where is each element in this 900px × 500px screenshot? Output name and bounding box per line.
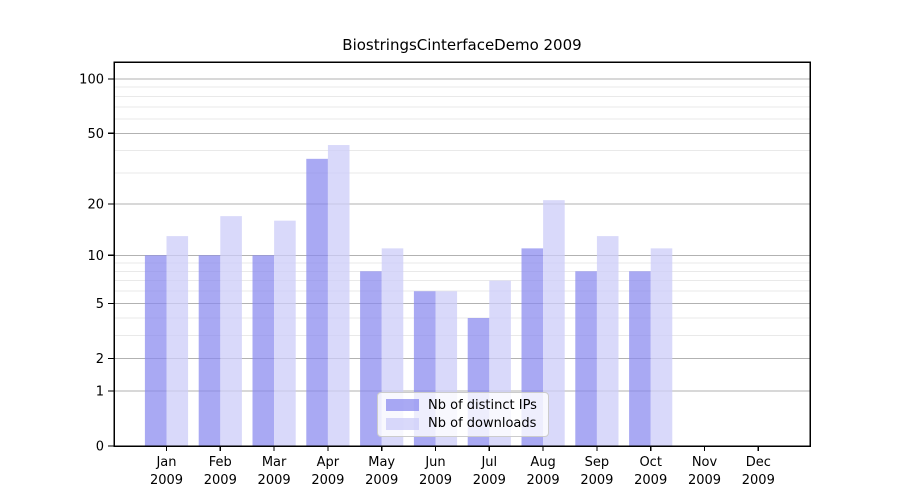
bar-distinct-ips-sep [575,271,597,446]
legend-swatch-downloads [386,417,419,430]
bar-distinct-ips-mar [252,255,275,446]
xtick-label-3: Apr 2009 [311,455,344,488]
bar-downloads-aug [543,200,565,446]
bar-downloads-apr [327,145,350,446]
ytick-label-10: 10 [87,249,104,264]
legend: Nb of distinct IPs Nb of downloads [377,392,549,437]
chart-title: BiostringsCinterfaceDemo 2009 [342,36,582,54]
xtick-label-11: Dec 2009 [742,455,775,488]
bar-downloads-sep [596,236,619,446]
xtick-label-9: Oct 2009 [634,455,667,488]
xtick-label-10: Nov 2009 [688,455,721,488]
ytick-label-100: 100 [79,72,104,87]
bar-distinct-ips-feb [198,255,221,446]
xtick-label-0: Jan 2009 [150,455,183,488]
bar-downloads-jan [166,236,189,446]
ytick-label-0: 0 [96,440,104,455]
xtick-label-2: Mar 2009 [258,455,291,488]
xtick-label-1: Feb 2009 [204,455,237,488]
ytick-label-1: 1 [96,384,104,399]
xtick-label-5: Jun 2009 [419,455,452,488]
bar-downloads-feb [220,216,242,446]
bar-distinct-ips-oct [629,271,651,446]
ytick-label-50: 50 [87,127,104,142]
legend-swatch-distinct-ips [386,399,419,412]
xtick-label-4: May 2009 [365,455,398,488]
xtick-label-7: Aug 2009 [527,455,560,488]
legend-item-distinct-ips: Nb of distinct IPs [386,398,540,413]
ytick-label-2: 2 [96,352,104,367]
legend-item-downloads: Nb of downloads [386,416,540,431]
legend-label-distinct-ips: Nb of distinct IPs [428,397,537,413]
ytick-label-5: 5 [96,297,104,312]
bar-distinct-ips-may [360,271,382,446]
plot-frame [113,61,811,447]
xtick-label-6: Jul 2009 [473,455,506,488]
bar-downloads-mar [274,220,296,446]
legend-label-downloads: Nb of downloads [428,416,537,432]
bar-distinct-ips-jan [144,255,167,446]
bar-distinct-ips-apr [306,158,328,446]
bar-downloads-oct [650,248,673,446]
xtick-label-8: Sep 2009 [580,455,613,488]
ytick-label-20: 20 [87,197,104,212]
